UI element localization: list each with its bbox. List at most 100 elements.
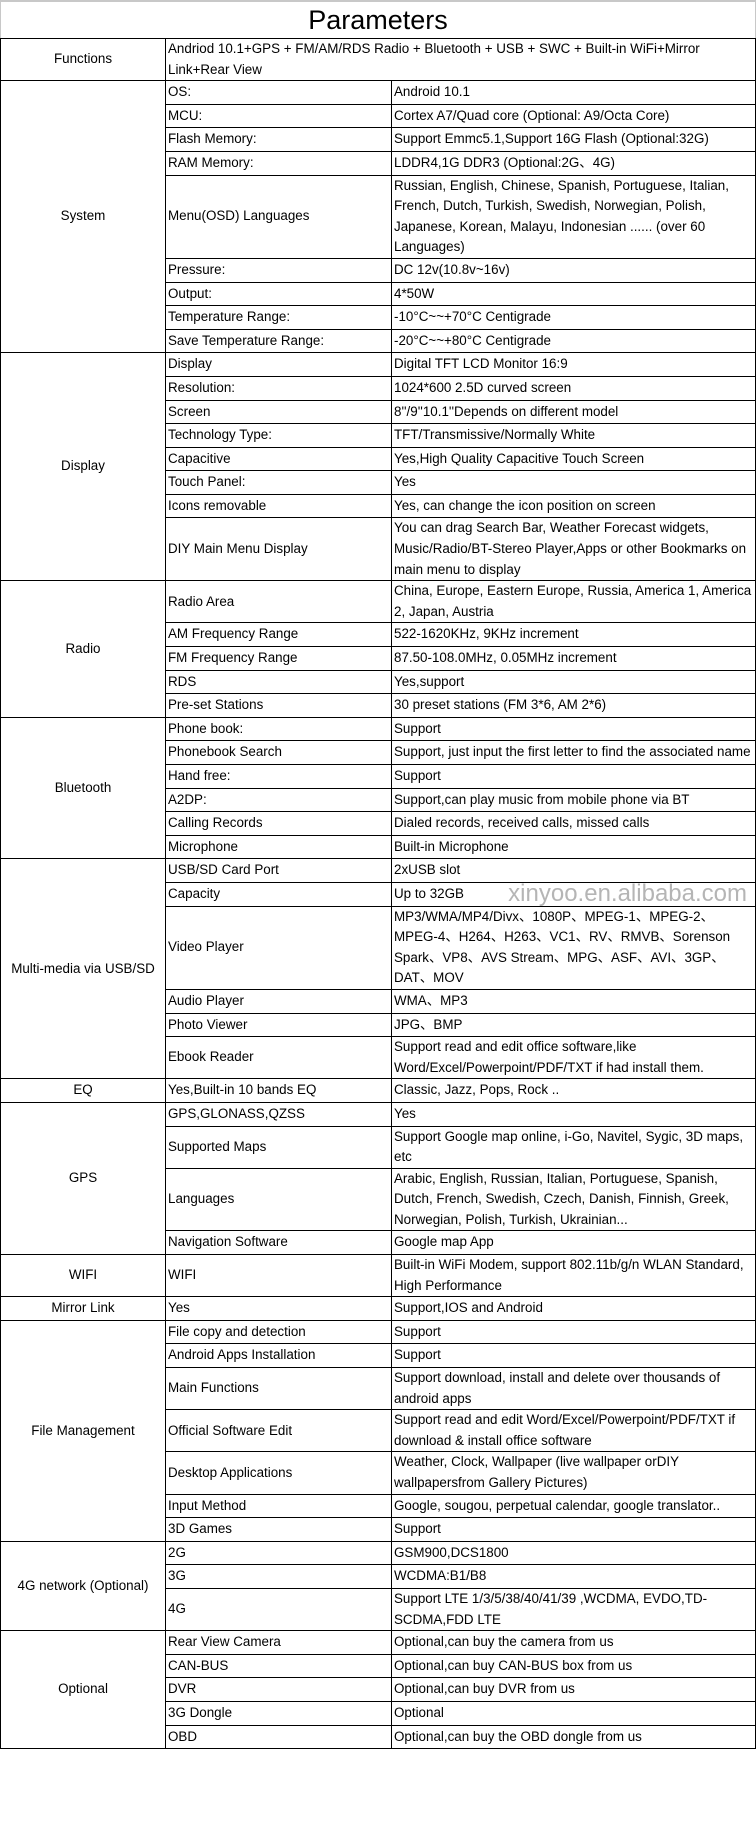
table-row: 4G network (Optional) 2G GSM900,DCS1800 — [0, 1540, 756, 1632]
category-cell: Mirror Link — [0, 1296, 166, 1321]
table-row: AM Frequency Range 522-1620KHz, 9KHz incr… — [1, 622, 756, 648]
parameter-value-text: Optional — [394, 1704, 444, 1720]
parameter-name-text: Official Software Edit — [168, 1422, 293, 1438]
parameter-name-text: Phonebook Search — [168, 744, 282, 760]
parameter-value-cell: Yes, can change the icon position on scr… — [391, 493, 756, 519]
table-row: WIFI WIFI Built-in WiFi Modem, support 802… — [0, 1254, 756, 1298]
parameter-value-text: 30 preset stations (FM 3*6, AM 2*6) — [394, 697, 607, 713]
parameter-name-cell: Technology Type: — [165, 423, 392, 448]
category-cell: Radio — [0, 580, 166, 718]
parameter-name-cell: 2G — [165, 1540, 392, 1566]
table-row: Radio Radio Area China, Europe, Eastern Eu… — [0, 580, 756, 718]
parameter-value-text: Support Google map online, i-Go, Navitel… — [394, 1128, 744, 1165]
parameter-value-text: Optional,can buy the camera from us — [394, 1634, 614, 1650]
parameter-value-cell: TFT/Transmissive/Normally White — [391, 423, 756, 448]
parameter-name-text: RAM Memory: — [168, 154, 254, 170]
parameter-name-cell: USB/SD Card Port — [165, 858, 392, 883]
parameter-name-text: Calling Records — [168, 815, 263, 831]
category-cell: Bluetooth — [0, 716, 166, 860]
parameter-name-cell: 4G — [165, 1587, 392, 1632]
table-row: Input Method Google, sougou, perpetual ca… — [1, 1493, 756, 1519]
parameter-name-cell: A2DP: — [165, 787, 392, 813]
parameter-value-text: Google map App — [394, 1234, 494, 1250]
parameter-value-cell: Up to 32GB xinyoo.en.alibaba.com — [391, 881, 756, 907]
parameter-name-cell: Screen — [165, 399, 392, 425]
parameter-name-text: MCU: — [168, 107, 203, 123]
parameter-name-text: Technology Type: — [168, 427, 272, 443]
table-row: Bluetooth Phone book: Support — [0, 716, 756, 860]
parameter-name-cell: Yes — [165, 1296, 392, 1321]
parameter-value-text: Support — [394, 1347, 441, 1363]
parameter-name-text: Touch Panel: — [168, 474, 246, 490]
parameter-name-cell: FM Frequency Range — [165, 646, 392, 671]
category-cell: System — [0, 80, 166, 354]
table-row: Languages Arabic, English, Russian, Itali… — [1, 1167, 756, 1232]
table-row: Ebook Reader Support read and edit office… — [1, 1036, 756, 1080]
parameter-value-cell: Support,IOS and Android — [391, 1296, 756, 1321]
parameter-value-cell: Cortex A7/Quad core (Optional: A9/Octa C… — [391, 103, 756, 129]
parameter-name-cell: Pressure: — [165, 257, 392, 283]
parameter-name-text: OBD — [168, 1728, 198, 1744]
parameter-name-text: Flash Memory: — [168, 131, 257, 147]
parameter-name-cell: Phonebook Search — [165, 740, 392, 765]
parameter-value-text: 2xUSB slot — [394, 862, 461, 878]
parameter-value-text: MP3/WMA/MP4/Divx、1080P、MPEG-1、MPEG-2、MPE… — [394, 908, 731, 986]
parameter-name-cell: Calling Records — [165, 811, 392, 836]
parameter-name-cell: Capacitive — [165, 446, 392, 472]
parameter-value-text: Support — [394, 720, 441, 736]
parameter-value-text: You can drag Search Bar, Weather Forecas… — [394, 520, 747, 577]
table-row: Capacitive Yes,High Quality Capacitive To… — [1, 446, 756, 472]
parameter-name-text: Menu(OSD) Languages — [168, 208, 310, 224]
parameter-value-cell: Support download, install and delete ove… — [391, 1367, 756, 1411]
parameter-value-cell: Support — [391, 1517, 756, 1542]
parameter-name-text: 3D Games — [168, 1521, 232, 1537]
category-cell: 4G network (Optional) — [0, 1540, 166, 1632]
parameter-name-text: Yes — [168, 1300, 190, 1316]
parameter-value-cell: Support — [391, 716, 756, 742]
parameter-value-text: Support read and edit office software,li… — [394, 1039, 704, 1075]
parameter-name-text: USB/SD Card Port — [168, 862, 279, 878]
parameter-value-text: Classic, Jazz, Pops, Rock .. — [394, 1082, 560, 1098]
parameter-value-text: Russian, English, Chinese, Spanish, Port… — [394, 177, 729, 255]
parameter-value-cell: WCDMA:B1/B8 — [391, 1564, 756, 1589]
table-row: 3G WCDMA:B1/B8 — [1, 1564, 756, 1589]
parameter-value-text: Weather, Clock, Wallpaper (live wallpape… — [394, 1454, 679, 1490]
table-row: Navigation Software Google map App — [1, 1230, 756, 1256]
parameter-value-text: Support — [394, 768, 441, 783]
parameter-value-cell: Support read and edit Word/Excel/Powerpo… — [391, 1409, 756, 1453]
parameter-value-text: 522-1620KHz, 9KHz increment — [394, 626, 579, 642]
parameter-value-text: Android 10.1 — [394, 84, 470, 100]
parameter-name-text: Desktop Applications — [168, 1464, 293, 1480]
parameter-value-cell: China, Europe, Eastern Europe, Russia, A… — [391, 580, 756, 624]
parameter-value-text: Optional,can buy DVR from us — [394, 1681, 575, 1697]
parameter-value-cell: -10°C~~+70°C Centigrade — [391, 305, 756, 330]
parameter-name-text: Icons removable — [168, 497, 267, 513]
table-row: Display Display Digital TFT LCD Monitor 16… — [0, 352, 756, 582]
table-row: Screen 8''/9''10.1''Depends on different … — [1, 399, 756, 425]
parameter-name-cell: 3G — [165, 1564, 392, 1589]
parameter-value-cell: JPG、BMP — [391, 1012, 756, 1038]
parameter-name-text: Ebook Reader — [168, 1049, 254, 1065]
table-row: Menu(OSD) Languages Russian, English, Chi… — [1, 174, 756, 259]
parameter-value-cell: 8''/9''10.1''Depends on different model — [391, 399, 756, 425]
parameter-name-cell: Hand free: — [165, 764, 392, 789]
parameter-name-text: Phone book: — [168, 720, 244, 736]
parameter-value-text: LDDR4,1G DDR3 (Optional:2G、4G) — [394, 154, 616, 170]
table-row: Mirror Link Yes Support,IOS and Android — [0, 1296, 756, 1321]
parameter-name-cell: RDS — [165, 669, 392, 695]
parameter-name-text: GPS,GLONASS,QZSS — [168, 1105, 305, 1121]
parameter-value-cell: Russian, English, Chinese, Spanish, Port… — [391, 174, 756, 259]
table-row: Resolution: 1024*600 2.5D curved screen — [1, 375, 756, 401]
parameter-name-text: Resolution: — [168, 379, 235, 395]
table-row: Temperature Range: -10°C~~+70°C Centigrad… — [1, 305, 756, 330]
parameter-value-cell: Weather, Clock, Wallpaper (live wallpape… — [391, 1451, 756, 1495]
parameter-value-cell: Support LTE 1/3/5/38/40/41/39 ,WCDMA, EV… — [391, 1587, 756, 1632]
parameter-value-text: China, Europe, Eastern Europe, Russia, A… — [394, 583, 752, 619]
parameter-value-text: Support,can play music from mobile phone… — [394, 791, 690, 807]
parameter-value-text: -10°C~~+70°C Centigrade — [394, 309, 551, 325]
parameter-name-cell: Phone book: — [165, 716, 392, 742]
table-row: System OS: Android 10.1 — [0, 80, 756, 354]
category-cell: File Management — [0, 1319, 166, 1542]
parameter-name-cell: Desktop Applications — [165, 1451, 392, 1495]
parameter-name-text: Save Temperature Range: — [168, 332, 325, 348]
